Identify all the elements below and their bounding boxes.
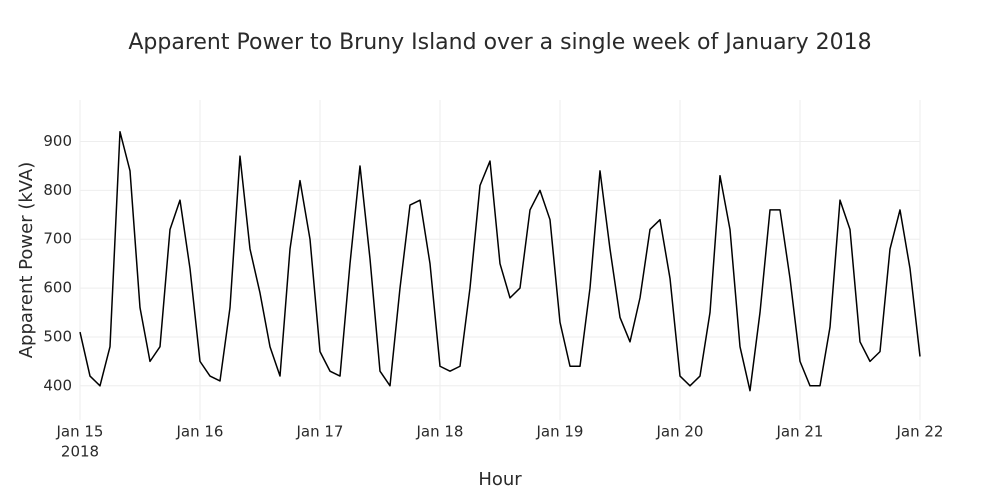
y-tick-label: 700: [43, 230, 72, 248]
x-tick-label: Jan 22: [896, 423, 944, 441]
y-tick-label: 500: [43, 327, 72, 345]
x-tick-label: Jan 19: [536, 423, 584, 441]
y-tick-label: 900: [43, 132, 72, 150]
chart-title: Apparent Power to Bruny Island over a si…: [128, 30, 871, 55]
data-line: [79, 131, 921, 392]
x-tick-label: Jan 18: [416, 423, 464, 441]
x-tick-label: Jan 15: [56, 423, 104, 441]
y-tick-label: 400: [43, 376, 72, 394]
x-tick-label: Jan 21: [776, 423, 824, 441]
y-axis-label: Apparent Power (kVA): [16, 162, 37, 359]
x-tick-year: 2018: [61, 443, 99, 461]
x-tick-label: Jan 16: [176, 423, 224, 441]
x-axis-label: Hour: [478, 469, 522, 490]
x-tick-label: Jan 17: [296, 423, 344, 441]
y-tick-label: 600: [43, 279, 72, 297]
x-tick-label: Jan 20: [656, 423, 704, 441]
y-tick-label: 800: [43, 181, 72, 199]
